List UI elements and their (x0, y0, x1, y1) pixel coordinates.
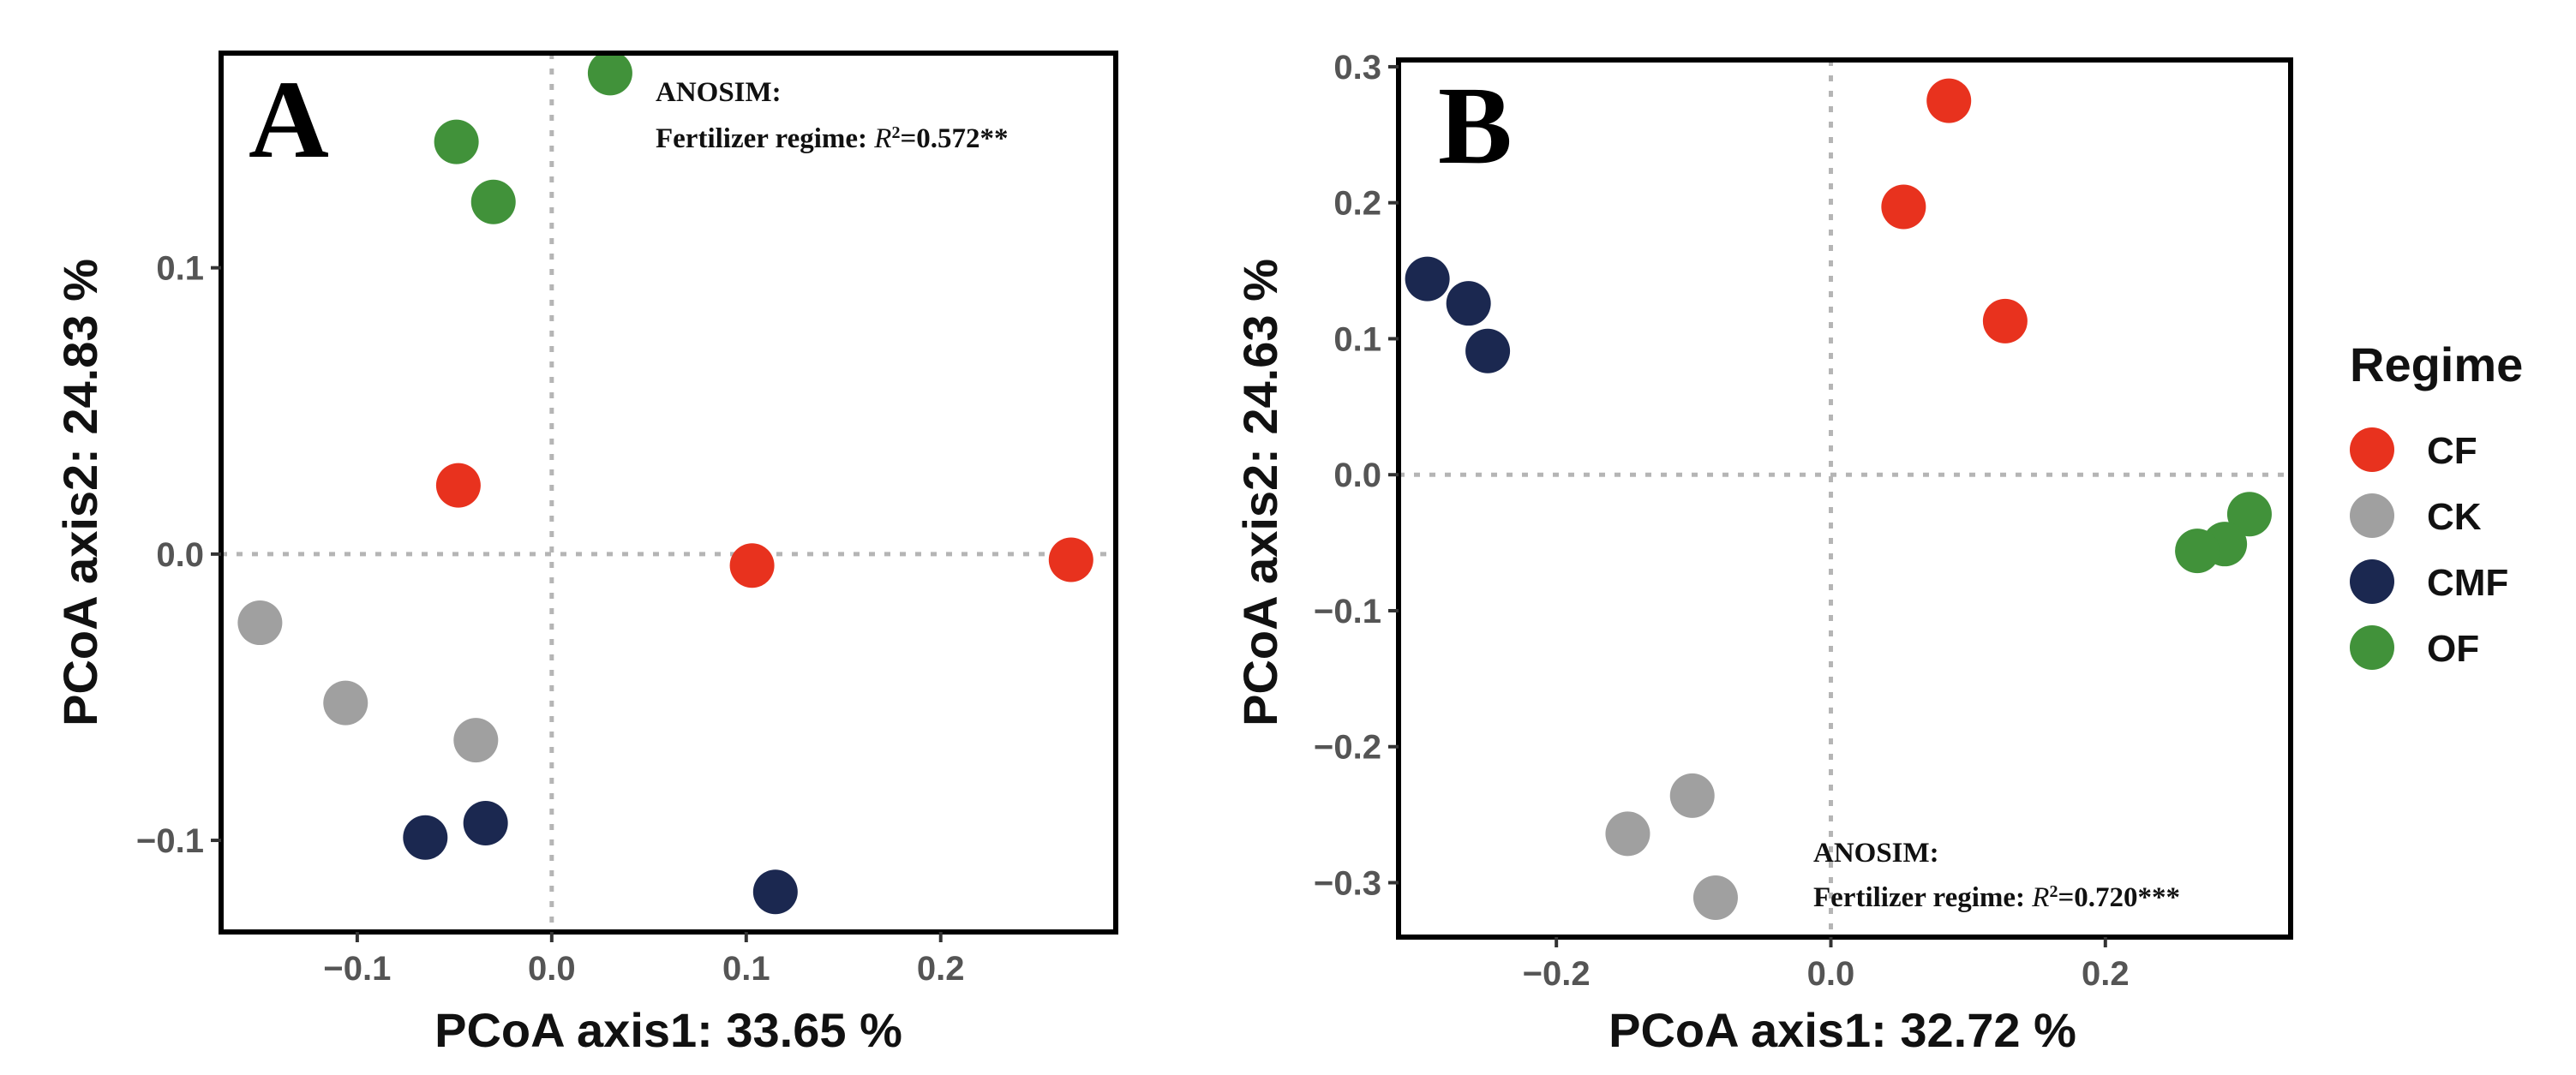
legend-swatch-of (2350, 625, 2394, 670)
point-cmf (1465, 328, 1511, 373)
panel-b-anosim-result: Fertilizer regime: R2=0.720*** (1813, 882, 2180, 913)
panel-b-reference-lines (1399, 60, 2291, 937)
point-of (2226, 492, 2272, 537)
point-of (2175, 529, 2220, 574)
point-cmf (403, 815, 448, 860)
panel-b-anosim-annotation: ANOSIM: Fertilizer regime: R2=0.720*** (1813, 838, 2180, 913)
panel-b-x-ticks: −0.2 0.0 0.2 (1523, 937, 2130, 993)
panel-b-letter: B (1438, 64, 1513, 188)
y-tick-label: 0.1 (1333, 320, 1381, 358)
point-ck (1669, 773, 1715, 818)
point-cmf (463, 801, 508, 846)
panel-a-points (237, 51, 1093, 915)
y-tick-label: 0.2 (1333, 185, 1381, 223)
point-cf (1881, 184, 1926, 230)
point-cmf (1446, 281, 1491, 326)
point-ck (323, 680, 368, 726)
y-tick-label: 0.1 (156, 250, 204, 288)
legend-items: CF CK CMF OF (2350, 427, 2508, 670)
legend-title: Regime (2350, 337, 2523, 391)
point-cf (1048, 537, 1093, 582)
point-cmf (752, 869, 798, 915)
y-tick-label: −0.2 (1314, 729, 1381, 767)
panel-a-anosim-result: Fertilizer regime: R2=0.572** (656, 123, 1009, 154)
x-tick-label: 0.0 (1807, 955, 1855, 993)
panel-a: −0.1 0.0 0.1 0.2 −0.1 0.0 0.1 A ANOSIM: Ferti… (53, 51, 1118, 1057)
legend-label-cf: CF (2427, 430, 2477, 472)
point-ck (237, 600, 283, 646)
panel-a-reference-lines (221, 53, 1116, 932)
legend-swatch-ck (2350, 493, 2394, 538)
panel-a-x-ticks: −0.1 0.0 0.1 0.2 (323, 932, 965, 988)
legend: Regime CF CK CMF OF (2350, 337, 2523, 670)
panel-a-anosim-annotation: ANOSIM: Fertilizer regime: R2=0.572** (656, 77, 1009, 154)
point-cf (729, 543, 775, 588)
panel-b: −0.2 0.0 0.2 −0.3 −0.2 −0.1 0.0 0.1 0.2 0.3 B AN… (1233, 49, 2293, 1057)
legend-label-cmf: CMF (2427, 562, 2508, 604)
legend-swatch-cmf (2350, 559, 2394, 604)
point-ck (1605, 811, 1650, 857)
panel-a-y-ticks: −0.1 0.0 0.1 (136, 250, 221, 860)
panel-b-frame (1396, 57, 2293, 940)
x-tick-label: 0.1 (722, 950, 770, 988)
x-tick-label: 0.0 (528, 950, 576, 988)
x-tick-label: −0.2 (1523, 955, 1591, 993)
legend-swatch-cf (2350, 427, 2394, 472)
panel-a-letter: A (249, 58, 329, 182)
panel-b-x-axis-title: PCoA axis1: 32.72 % (1609, 1003, 2076, 1057)
panel-b-y-ticks: −0.3 −0.2 −0.1 0.0 0.1 0.2 0.3 (1314, 49, 1399, 902)
panel-b-anosim-title: ANOSIM: (1813, 838, 1939, 869)
legend-label-of: OF (2427, 628, 2479, 670)
panel-a-x-axis-title: PCoA axis1: 33.65 % (434, 1003, 902, 1057)
point-of (470, 179, 516, 224)
panel-b-points (1405, 78, 2272, 920)
point-ck (1692, 875, 1738, 920)
point-of (587, 51, 632, 96)
x-tick-label: 0.2 (917, 950, 965, 988)
y-tick-label: 0.0 (156, 536, 204, 574)
point-ck (453, 718, 499, 763)
point-of (434, 119, 479, 164)
point-cf (1926, 78, 1972, 123)
point-cmf (1405, 256, 1450, 302)
x-tick-label: −0.1 (323, 950, 391, 988)
legend-label-ck: CK (2427, 496, 2482, 538)
panel-a-frame (219, 51, 1118, 935)
panel-a-anosim-title: ANOSIM: (656, 77, 782, 108)
panel-a-y-axis-title: PCoA axis2: 24.83 % (53, 259, 107, 726)
y-tick-label: −0.1 (1314, 593, 1381, 630)
y-tick-label: −0.3 (1314, 864, 1381, 902)
x-tick-label: 0.2 (2082, 955, 2130, 993)
point-cf (435, 463, 481, 508)
y-tick-label: 0.3 (1333, 49, 1381, 87)
point-cf (1982, 298, 2028, 343)
panel-b-y-axis-title: PCoA axis2: 24.63 % (1233, 259, 1287, 726)
y-tick-label: −0.1 (136, 822, 204, 860)
y-tick-label: 0.0 (1333, 457, 1381, 494)
